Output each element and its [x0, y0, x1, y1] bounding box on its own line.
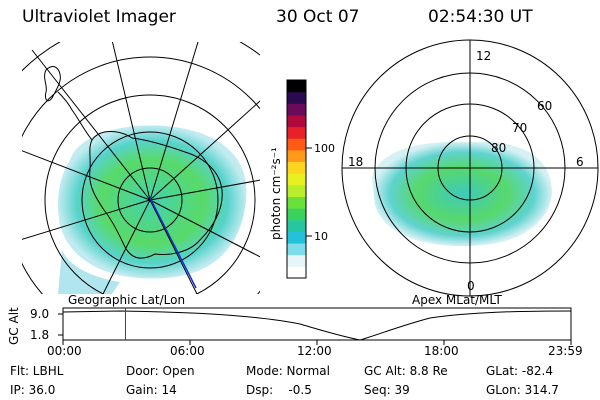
colorbar-tick-100: 100 — [314, 142, 335, 155]
info-ip: IP: 36.0 — [10, 383, 56, 397]
colorbar-segment — [287, 219, 306, 232]
ytick-9: 9.0 — [30, 307, 49, 321]
info-dsp: Dsp: -0.5 — [246, 383, 312, 397]
colorbar-segment — [287, 266, 306, 279]
auroral-speckle-left — [58, 250, 120, 294]
colorbar-segment — [287, 173, 306, 186]
xtick-0000: 00:00 — [47, 344, 82, 358]
info-gain: Gain: 14 — [126, 383, 177, 397]
colorbar-segment — [287, 114, 306, 128]
colorbar-segment — [287, 126, 306, 139]
sight-line — [149, 197, 197, 289]
apex-map-label: Apex MLat/MLT — [412, 293, 502, 307]
colorbar-segment — [287, 138, 306, 151]
mlt-label-6: 6 — [576, 155, 584, 169]
info-filter: Flt: LBHL — [10, 364, 64, 378]
colorbar-segment — [287, 161, 306, 174]
colorbar-segment — [287, 91, 306, 104]
colorbar-segment — [287, 184, 306, 197]
apex-map: 12 18 6 0 60 70 80 — [341, 39, 599, 297]
info-gc-alt: GC Alt: 8.8 Re — [364, 364, 448, 378]
colorbar-segment — [287, 196, 306, 209]
latitude-circles — [22, 42, 260, 294]
instrument-title: Ultraviolet Imager — [22, 7, 176, 27]
info-seq: Seq: 39 — [364, 383, 410, 397]
mlt-label-0: 0 — [467, 279, 475, 293]
colorbar-segment — [287, 243, 306, 256]
mlat-label-70: 70 — [512, 121, 527, 135]
geographic-map-label: Geographic Lat/Lon — [68, 293, 185, 307]
mlat-label-80: 80 — [491, 141, 506, 155]
xtick-1200: 12:00 — [297, 344, 332, 358]
mlt-label-18: 18 — [348, 155, 363, 169]
xtick-2359: 23:59 — [548, 344, 583, 358]
altitude-curve — [62, 310, 572, 341]
colorbar-tick-10: 10 — [314, 230, 328, 243]
altitude-timeline: 9.0 1.8 GC Alt — [7, 307, 572, 345]
landmass-outline — [44, 66, 61, 102]
colorbar: 100 10 photon cm⁻²s⁻¹ — [269, 79, 335, 279]
colorbar-segment — [287, 231, 306, 244]
ytick-1-8: 1.8 — [30, 328, 49, 342]
mlt-label-12: 12 — [476, 49, 491, 63]
colorbar-segment — [287, 208, 306, 221]
colorbar-segment — [287, 80, 306, 93]
info-glon: GLon: 314.7 — [486, 383, 559, 397]
xtick-1800: 18:00 — [424, 344, 459, 358]
xtick-0600: 06:00 — [170, 344, 205, 358]
date-label: 30 Oct 07 — [276, 7, 360, 27]
colorbar-unit-label: photon cm⁻²s⁻¹ — [269, 147, 283, 240]
colorbar-segment — [287, 149, 306, 163]
info-door: Door: Open — [126, 364, 195, 378]
timeline-ylabel: GC Alt — [7, 307, 21, 345]
info-glat: GLat: -82.4 — [486, 364, 553, 378]
time-label: 02:54:30 UT — [428, 7, 533, 27]
mlat-label-60: 60 — [537, 99, 552, 113]
colorbar-segments — [287, 80, 306, 279]
longitude-lines — [22, 42, 260, 294]
continent-outline — [89, 131, 223, 259]
geographic-map — [22, 42, 260, 294]
info-mode: Mode: Normal — [246, 364, 330, 378]
colorbar-segment — [287, 254, 306, 267]
timeline-tick-marks — [62, 340, 572, 345]
peninsula-outline — [57, 91, 93, 141]
colorbar-segment — [287, 103, 306, 116]
